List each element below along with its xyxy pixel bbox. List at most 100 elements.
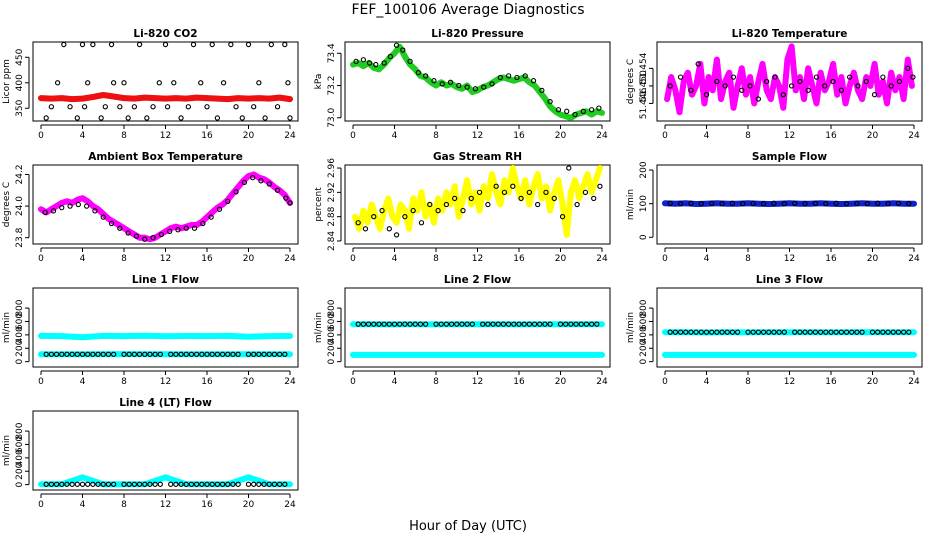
data-point (448, 321, 455, 327)
data-point (175, 227, 181, 233)
data-point (591, 195, 597, 202)
x-tick-label: 4 (392, 377, 398, 387)
x-tick-label: 20 (243, 377, 255, 387)
data-point (700, 87, 706, 94)
data-point (376, 321, 382, 327)
data-point (402, 321, 408, 327)
data-point (536, 352, 543, 358)
data-point (228, 41, 234, 48)
series-avg (667, 61, 916, 102)
data-point (664, 92, 671, 99)
data-point (186, 333, 193, 339)
data-point (770, 85, 776, 91)
data-point (357, 321, 363, 327)
data-point (152, 333, 158, 339)
data-point (909, 83, 915, 89)
data-point (166, 333, 172, 339)
data-point (183, 225, 189, 231)
data-point (365, 216, 372, 223)
data-point (717, 352, 724, 358)
data-point (859, 329, 865, 335)
data-point (233, 104, 239, 110)
data-point (819, 75, 825, 82)
series-band (38, 474, 293, 488)
data-point (418, 220, 425, 226)
data-point (883, 352, 890, 358)
x-tick-label: 20 (243, 500, 255, 510)
data-point (574, 186, 580, 193)
data-point (724, 352, 731, 358)
data-point (58, 333, 65, 339)
data-point (696, 352, 703, 358)
data-point (790, 58, 796, 64)
x-tick-label: 4 (392, 131, 398, 141)
data-point (808, 77, 814, 83)
data-point (885, 329, 891, 335)
data-point (802, 86, 809, 92)
data-point (228, 333, 235, 339)
data-point (121, 351, 127, 357)
data-point (100, 214, 106, 220)
x-tick-label: 24 (284, 254, 296, 264)
series-dense (38, 474, 293, 488)
data-point (235, 351, 241, 357)
data-point (783, 329, 789, 336)
data-point (400, 47, 406, 53)
data-point (693, 329, 699, 335)
data-point (245, 333, 252, 340)
data-point (519, 321, 526, 328)
data-point (381, 60, 387, 66)
data-point (738, 352, 744, 358)
data-point (216, 206, 223, 212)
data-point (380, 210, 387, 217)
data-point (200, 220, 206, 227)
data-point (492, 186, 499, 193)
data-point (810, 86, 816, 92)
data-point (488, 352, 495, 358)
data-point (812, 329, 819, 335)
data-point (131, 104, 138, 110)
data-point (599, 352, 605, 358)
data-point (59, 351, 65, 357)
data-point (866, 329, 872, 336)
data-point (882, 89, 888, 96)
data-point (371, 321, 377, 327)
data-point (353, 321, 360, 327)
data-point (688, 200, 694, 206)
data-point (433, 321, 439, 327)
data-point (676, 329, 682, 336)
data-point (76, 334, 82, 340)
data-point (769, 88, 776, 95)
data-point (156, 80, 162, 86)
data-point (460, 207, 466, 214)
data-point (98, 115, 104, 121)
data-point (560, 206, 567, 213)
data-point (736, 77, 742, 83)
y-tick-label: 24.2 (15, 164, 25, 184)
data-point (530, 186, 536, 193)
data-point (512, 174, 518, 180)
x-tick-label: 0 (38, 254, 44, 264)
data-point (880, 329, 886, 335)
data-point (110, 333, 117, 339)
data-point (90, 41, 96, 48)
data-point (662, 329, 668, 335)
data-point (435, 207, 441, 214)
data-point (678, 94, 685, 100)
y-axis-label: ml/min (626, 189, 636, 220)
series-avg (667, 200, 912, 207)
data-point (252, 351, 259, 358)
data-point (450, 321, 457, 327)
data-point (806, 71, 813, 77)
data-point (674, 98, 681, 105)
data-point (542, 321, 548, 327)
data-point (592, 321, 598, 327)
data-point (689, 352, 696, 358)
data-point (677, 74, 684, 80)
data-point (833, 329, 839, 335)
data-point (760, 201, 767, 207)
data-point (38, 333, 44, 339)
data-point (792, 200, 798, 206)
data-point (178, 351, 184, 357)
data-point (69, 481, 75, 487)
